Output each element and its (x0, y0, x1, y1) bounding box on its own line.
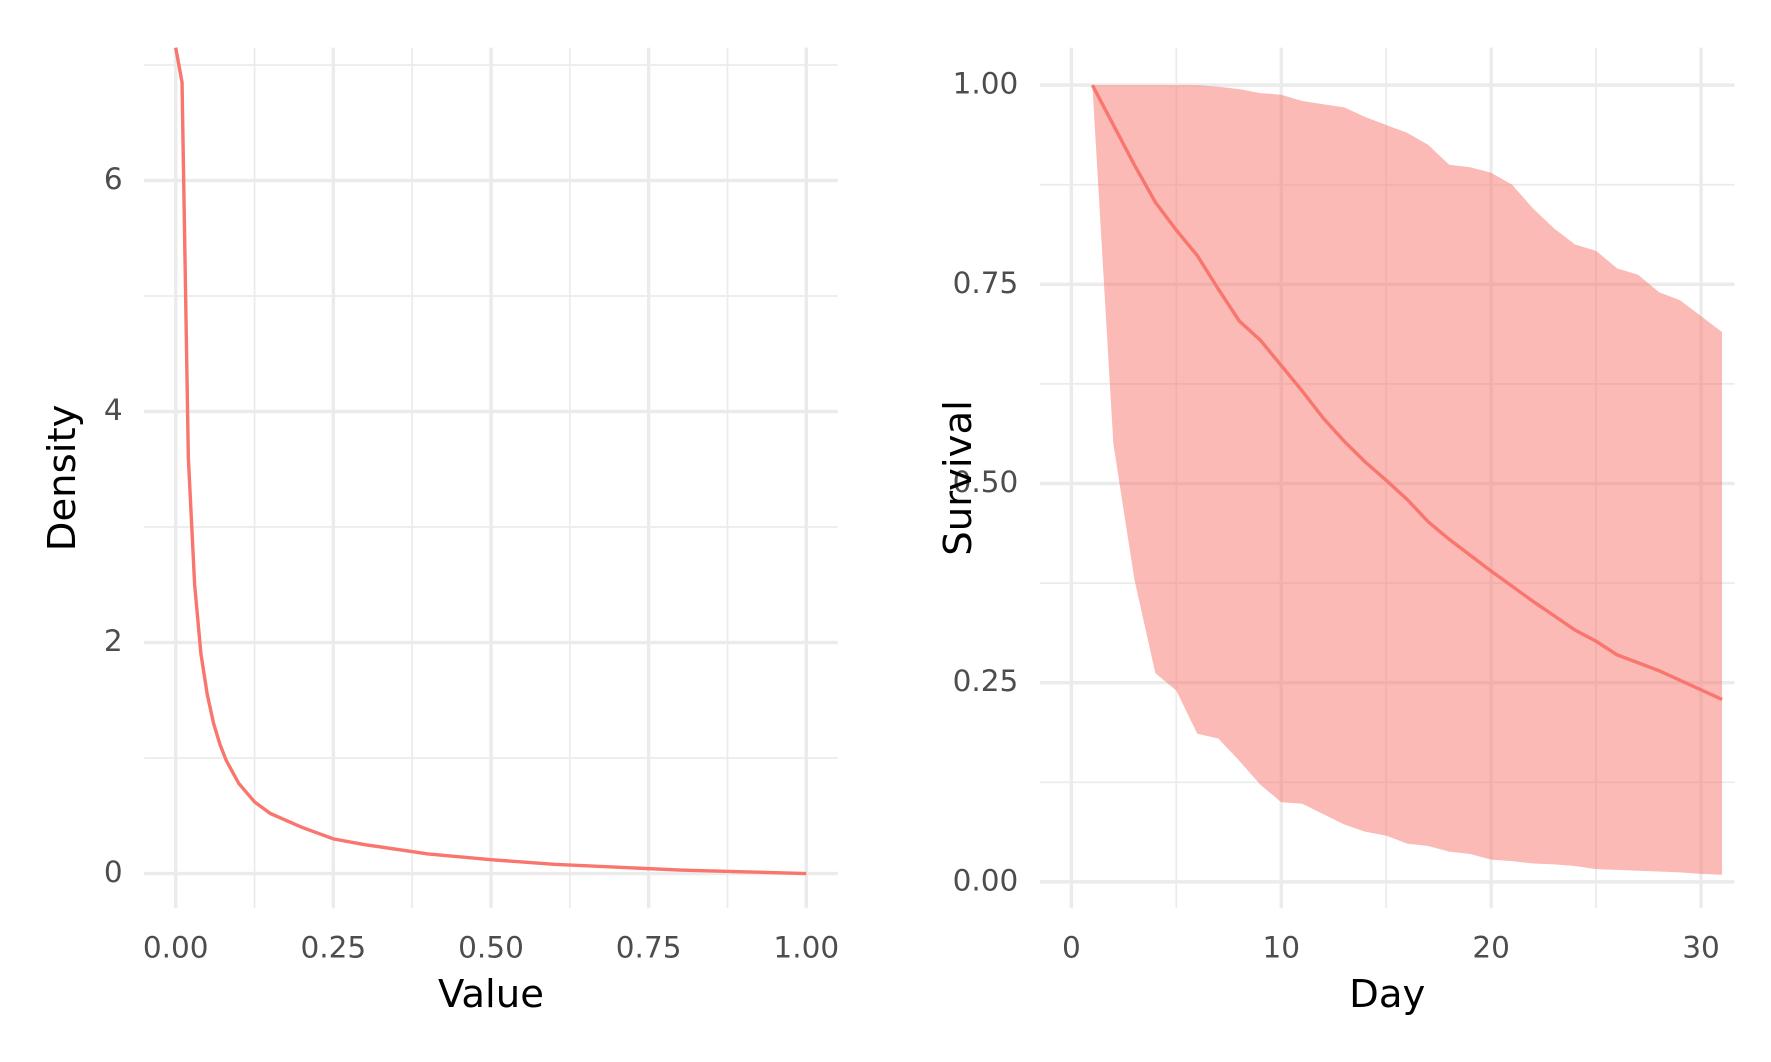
x-tick-label: 0.25 (301, 931, 367, 965)
y-tick-label: 4 (104, 393, 123, 427)
x-tick-label: 0.75 (616, 931, 682, 965)
x-tick-label: 20 (1472, 931, 1510, 965)
x-tick-label: 1.00 (773, 931, 839, 965)
y-tick-label: 2 (104, 624, 123, 658)
y-tick-label: 0.75 (953, 266, 1019, 300)
data-line (174, 47, 807, 876)
x-tick-label: 10 (1262, 931, 1300, 965)
x-tick-label: 30 (1682, 931, 1720, 965)
y-tick-label: 6 (104, 162, 123, 196)
y-tick-label: 0.00 (953, 863, 1019, 897)
y-tick-label: 1.00 (953, 67, 1019, 101)
x-tick-label: 0.00 (143, 931, 209, 965)
y-tick-label: 0 (104, 855, 123, 889)
x-tick-label: 0 (1062, 931, 1081, 965)
y-axis-title: Density (40, 405, 85, 552)
y-axis-title: Survival (936, 400, 981, 556)
x-axis-title: Day (1349, 972, 1425, 1017)
y-tick-label: 0.50 (953, 465, 1019, 499)
x-tick-label: 0.50 (458, 931, 524, 965)
y-tick-label: 0.25 (953, 664, 1019, 698)
confidence-band (1092, 85, 1723, 875)
x-axis-title: Value (438, 972, 544, 1017)
data-line (1090, 84, 1723, 701)
